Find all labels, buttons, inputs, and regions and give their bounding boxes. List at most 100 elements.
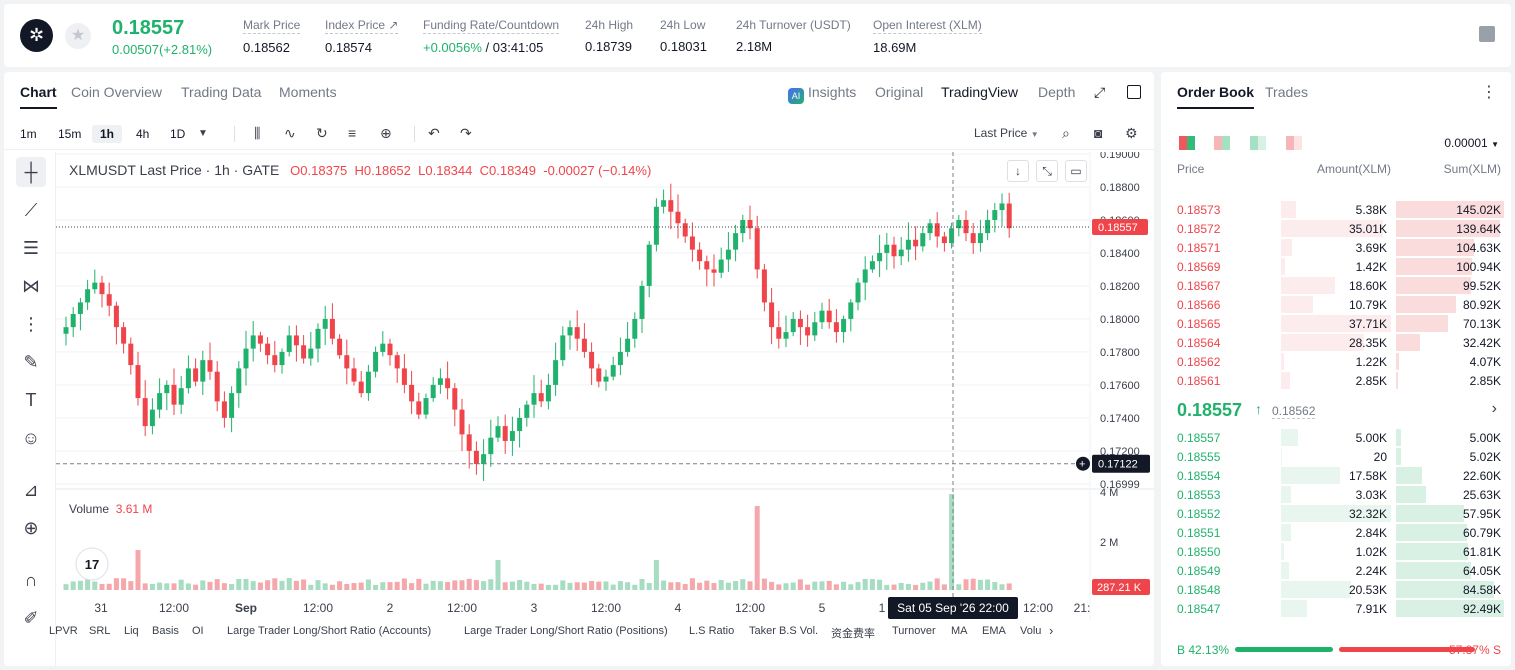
ask-row[interactable]: 0.18561 2.85K 2.85K bbox=[1161, 371, 1511, 390]
bid-row[interactable]: 0.18550 1.02K 61.81K bbox=[1161, 542, 1511, 561]
indicator-ema[interactable]: EMA bbox=[982, 625, 1006, 637]
favorite-star-icon[interactable]: ★ bbox=[65, 23, 91, 49]
ask-row[interactable]: 0.18566 10.79K 80.92K bbox=[1161, 295, 1511, 314]
timeframe-dropdown-icon[interactable]: ▼ bbox=[198, 128, 208, 139]
text-tool-icon[interactable]: T bbox=[25, 390, 37, 410]
gear-icon[interactable]: ⚙ bbox=[1125, 125, 1138, 141]
bid-row[interactable]: 0.18551 2.84K 60.79K bbox=[1161, 523, 1511, 542]
candlestick-chart[interactable]: 0.190000.188000.186000.184000.182000.180… bbox=[56, 152, 1154, 620]
ask-row[interactable]: 0.18564 28.35K 32.42K bbox=[1161, 333, 1511, 352]
time-tick-label: 21: bbox=[1074, 601, 1091, 615]
compare-icon[interactable]: ↻ bbox=[316, 125, 328, 141]
search-icon[interactable]: ⌕ bbox=[1062, 125, 1070, 141]
indicator-funding-rate[interactable]: 资金费率 bbox=[831, 628, 875, 640]
ask-row[interactable]: 0.18569 1.42K 100.94K bbox=[1161, 257, 1511, 276]
bid-row[interactable]: 0.18549 2.24K 64.05K bbox=[1161, 561, 1511, 580]
chevron-right-icon[interactable]: › bbox=[1491, 400, 1497, 417]
camera-icon[interactable]: ◙ bbox=[1094, 125, 1103, 141]
layout-both-icon[interactable] bbox=[1179, 136, 1195, 150]
candle-body bbox=[747, 219, 753, 229]
volume-bar bbox=[329, 584, 335, 590]
ask-row[interactable]: 0.18571 3.69K 104.63K bbox=[1161, 238, 1511, 257]
layout-bids-icon[interactable] bbox=[1250, 136, 1266, 150]
trend-line-icon[interactable]: ⟋ bbox=[24, 200, 38, 220]
brush-icon[interactable]: ✎ bbox=[23, 352, 39, 372]
add-alert-icon[interactable]: ⊕ bbox=[380, 125, 392, 141]
ask-row[interactable]: 0.18573 5.38K 145.02K bbox=[1161, 200, 1511, 219]
bid-row[interactable]: 0.18557 5.00K 5.00K bbox=[1161, 428, 1511, 447]
emoji-icon[interactable]: ☺ bbox=[21, 428, 41, 448]
redo-icon[interactable]: ↷ bbox=[460, 125, 472, 141]
indicator-ma[interactable]: MA bbox=[951, 625, 968, 637]
indicator-turnover[interactable]: Turnover bbox=[892, 625, 936, 637]
indicator-volume[interactable]: Volu bbox=[1020, 625, 1042, 637]
layout-split-icon[interactable] bbox=[1214, 136, 1230, 150]
ask-row[interactable]: 0.18565 37.71K 70.13K bbox=[1161, 314, 1511, 333]
indicators-icon[interactable]: ∿ bbox=[284, 125, 296, 141]
price-source-select[interactable]: Last Price ▼ bbox=[974, 126, 1039, 140]
bid-row[interactable]: 0.18555 20 5.02K bbox=[1161, 447, 1511, 466]
stat-open-interest[interactable]: Open Interest (XLM) 18.69M bbox=[873, 18, 982, 55]
indicator-ls-ratio[interactable]: L.S Ratio bbox=[689, 625, 735, 637]
scroll-down-icon[interactable]: ↓ bbox=[1007, 160, 1029, 182]
ask-row[interactable]: 0.18562 1.22K 4.07K bbox=[1161, 352, 1511, 371]
undo-icon[interactable]: ↶ bbox=[428, 125, 440, 141]
timeframe-1m[interactable]: 1m bbox=[20, 127, 37, 141]
layout-asks-icon[interactable] bbox=[1286, 136, 1302, 150]
price-tick-label: 0.17600 bbox=[1100, 380, 1140, 392]
restore-icon[interactable]: ▭ bbox=[1065, 160, 1087, 182]
fullscreen-icon[interactable]: ⤢ bbox=[1094, 84, 1106, 100]
ask-row[interactable]: 0.18567 18.60K 99.52K bbox=[1161, 276, 1511, 295]
view-depth[interactable]: Depth bbox=[1038, 84, 1076, 100]
precision-select[interactable]: 0.00001 ▼ bbox=[1444, 136, 1499, 150]
stat-index-price[interactable]: Index Price ↗ 0.18574 bbox=[325, 18, 399, 55]
view-tradingview[interactable]: TradingView bbox=[941, 84, 1019, 100]
bid-row[interactable]: 0.18554 17.58K 22.60K bbox=[1161, 466, 1511, 485]
window-icon[interactable] bbox=[1127, 85, 1141, 99]
notes-icon[interactable] bbox=[1479, 26, 1495, 42]
timeframe-15m[interactable]: 15m bbox=[58, 127, 82, 141]
indicator-basis[interactable]: Basis bbox=[152, 625, 179, 637]
fib-icon[interactable]: ⋮ bbox=[22, 314, 40, 334]
crosshair-icon[interactable]: ┼ bbox=[16, 157, 46, 187]
indicator-srl[interactable]: SRL bbox=[89, 625, 111, 637]
lock-drawing-icon[interactable]: ✐ bbox=[23, 608, 39, 628]
indicator-oi[interactable]: OI bbox=[192, 625, 204, 637]
zoom-in-icon[interactable]: ⊕ bbox=[23, 518, 39, 538]
indicator-large-trader-accounts[interactable]: Large Trader Long/Short Ratio (Accounts) bbox=[227, 625, 432, 637]
stat-funding-rate[interactable]: Funding Rate/Countdown +0.0056% / 03:41:… bbox=[423, 18, 560, 55]
pattern-icon[interactable]: ⋈ bbox=[22, 276, 40, 296]
candle-type-icon[interactable]: ⫼ bbox=[254, 125, 261, 141]
stat-mark-price[interactable]: Mark Price 0.18562 bbox=[243, 18, 301, 55]
more-options-icon[interactable]: ⋮ bbox=[1481, 84, 1497, 101]
ruler-icon[interactable]: ⊿ bbox=[23, 480, 39, 500]
tab-order-book[interactable]: Order Book bbox=[1177, 84, 1255, 109]
tab-trades[interactable]: Trades bbox=[1265, 84, 1309, 100]
templates-icon[interactable]: ≡ bbox=[348, 125, 357, 141]
bid-row[interactable]: 0.18548 20.53K 84.58K bbox=[1161, 580, 1511, 599]
indicator-liq[interactable]: Liq bbox=[124, 625, 139, 637]
tab-moments[interactable]: Moments bbox=[279, 84, 337, 100]
timeframe-1d[interactable]: 1D bbox=[170, 127, 186, 141]
timeframe-4h[interactable]: 4h bbox=[136, 127, 150, 141]
bid-row[interactable]: 0.18547 7.91K 92.49K bbox=[1161, 599, 1511, 618]
magnet-icon[interactable]: ∩ bbox=[24, 570, 38, 590]
bid-row[interactable]: 0.18553 3.03K 25.63K bbox=[1161, 485, 1511, 504]
tab-trading-data[interactable]: Trading Data bbox=[181, 84, 262, 100]
chevron-right-icon[interactable]: › bbox=[1049, 623, 1054, 638]
ask-row[interactable]: 0.18572 35.01K 139.64K bbox=[1161, 219, 1511, 238]
collapse-icon[interactable]: ⤡ bbox=[1036, 160, 1058, 182]
tab-chart[interactable]: Chart bbox=[20, 84, 57, 109]
tab-coin-overview[interactable]: Coin Overview bbox=[71, 84, 163, 100]
volume-bar bbox=[128, 581, 134, 590]
bid-row[interactable]: 0.18552 32.32K 57.95K bbox=[1161, 504, 1511, 523]
volume-bar bbox=[567, 582, 573, 590]
candle-body bbox=[682, 223, 688, 237]
indicator-lpvr[interactable]: LPVR bbox=[49, 625, 78, 637]
timeframe-1h[interactable]: 1h bbox=[92, 125, 123, 143]
view-original[interactable]: Original bbox=[875, 84, 924, 100]
horizontal-lines-icon[interactable]: ☰ bbox=[22, 238, 40, 258]
view-insights[interactable]: AI Insights bbox=[788, 84, 856, 104]
indicator-taker-bs-vol[interactable]: Taker B.S Vol. bbox=[749, 625, 819, 637]
indicator-large-trader-positions[interactable]: Large Trader Long/Short Ratio (Positions… bbox=[464, 625, 668, 637]
